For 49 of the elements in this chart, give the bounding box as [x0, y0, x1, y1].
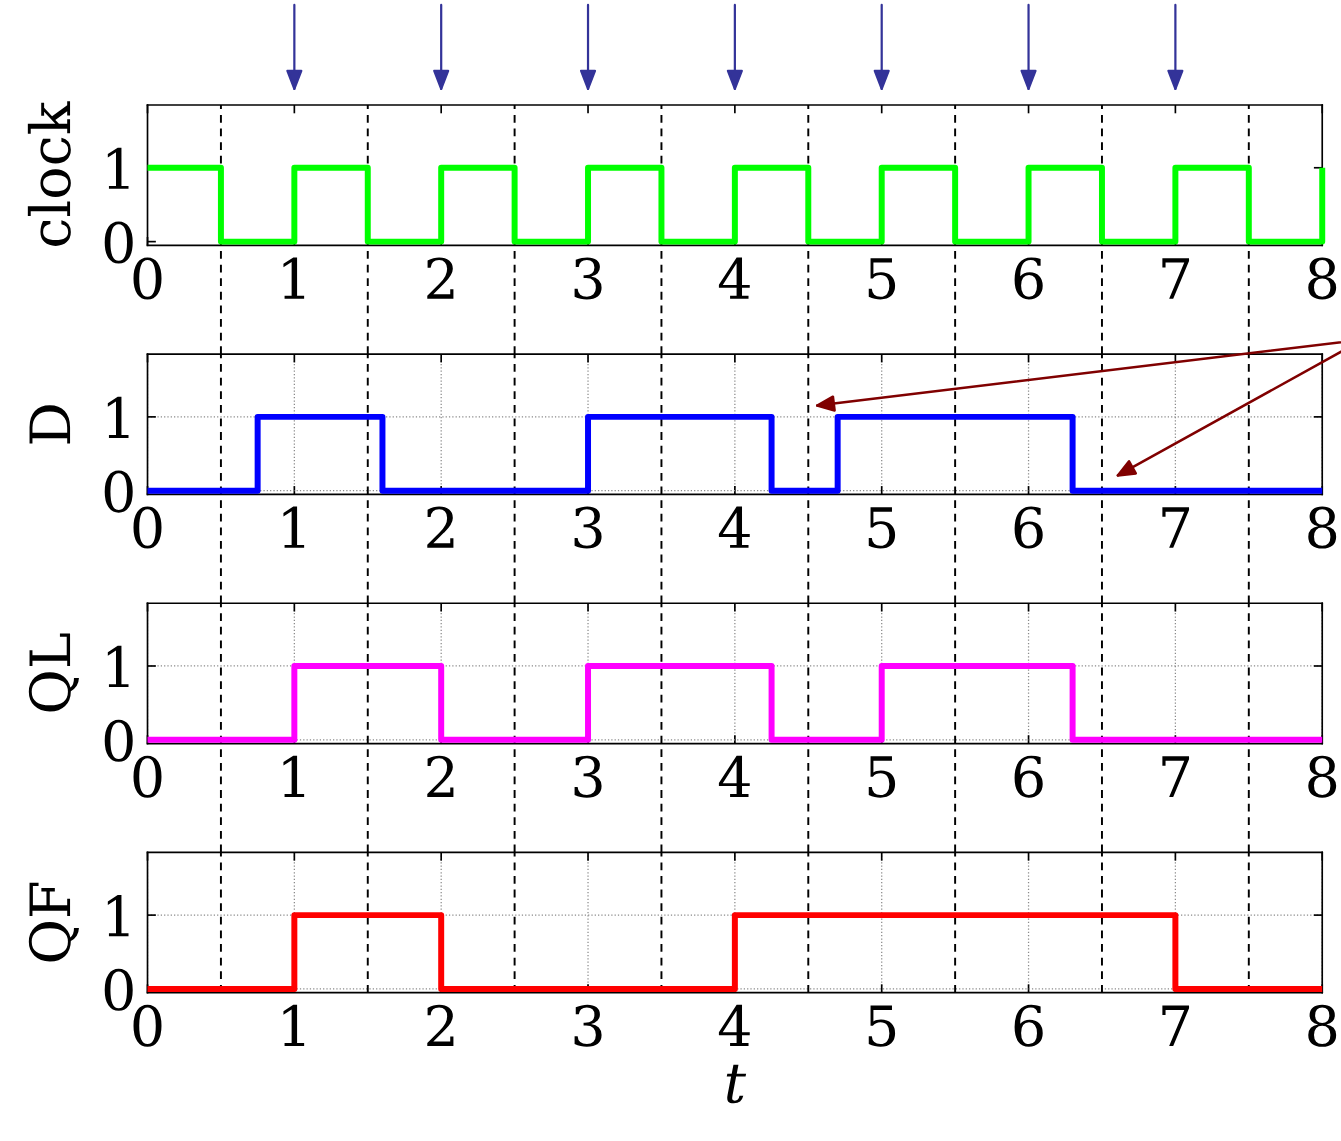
x-tick-label: 8 — [1308, 755, 1337, 798]
x-tick-label: 3 — [574, 755, 602, 798]
x-axis-title: t — [726, 1064, 747, 1104]
y-tick-label: 1 — [107, 645, 129, 688]
x-tick-label: 7 — [1162, 258, 1190, 299]
x-tick-label: 6 — [1014, 755, 1043, 798]
y-tick-label: 1 — [107, 396, 129, 438]
x-tick-label: 5 — [868, 258, 896, 300]
x-tick-label: 6 — [1014, 257, 1043, 300]
y-axis-title: D — [29, 405, 71, 444]
x-tick-label: 0 — [133, 1004, 162, 1047]
y-axis-title: clock — [27, 101, 71, 246]
x-tick-label: 0 — [133, 257, 162, 300]
x-tick-label: 5 — [868, 507, 896, 549]
y-axis-title: QL — [28, 633, 79, 712]
x-tick-label: 8 — [1308, 1004, 1337, 1047]
x-tick-label: 7 — [1162, 1005, 1190, 1046]
x-tick-label: 4 — [718, 755, 750, 797]
x-tick-label: 2 — [427, 755, 454, 797]
x-tick-label: 3 — [574, 506, 602, 549]
x-tick-label: 1 — [283, 257, 305, 299]
x-tick-label: 4 — [718, 1004, 750, 1046]
y-tick-label: 0 — [104, 470, 133, 513]
x-tick-label: 5 — [868, 756, 896, 798]
x-tick-label: 1 — [283, 755, 305, 797]
x-tick-label: 0 — [133, 755, 162, 798]
x-tick-label: 8 — [1308, 506, 1337, 549]
x-tick-label: 1 — [283, 506, 305, 548]
x-tick-label: 8 — [1308, 257, 1337, 300]
y-tick-label: 0 — [104, 719, 133, 762]
x-tick-label: 7 — [1162, 507, 1190, 548]
x-tick-label: 3 — [574, 257, 602, 300]
x-tick-label: 2 — [427, 1004, 454, 1046]
x-tick-label: 3 — [574, 1004, 602, 1047]
x-tick-label: 6 — [1014, 1004, 1043, 1047]
y-axis-title: QF — [28, 882, 79, 962]
x-tick-label: 2 — [427, 257, 454, 299]
y-tick-label: 0 — [104, 221, 133, 264]
x-tick-label: 6 — [1014, 506, 1043, 549]
x-tick-label: 1 — [283, 1004, 305, 1046]
x-tick-label: 2 — [427, 506, 454, 548]
x-tick-label: 5 — [868, 1005, 896, 1047]
y-tick-label: 1 — [107, 147, 129, 189]
x-tick-label: 0 — [133, 506, 162, 549]
x-tick-label: 7 — [1162, 756, 1190, 797]
x-tick-label: 4 — [718, 506, 750, 548]
y-tick-label: 0 — [104, 968, 133, 1011]
y-tick-label: 1 — [107, 894, 129, 937]
x-tick-label: 4 — [718, 257, 750, 299]
